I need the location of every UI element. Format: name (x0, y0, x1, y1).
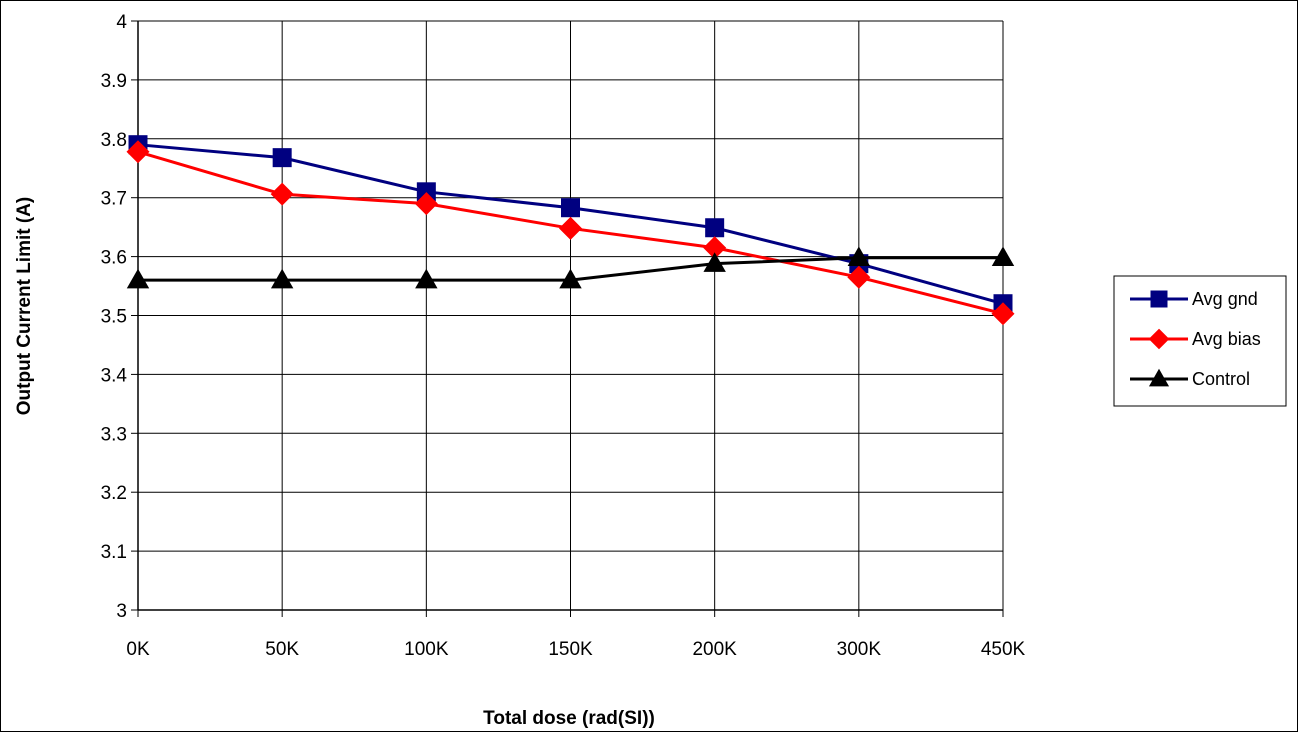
y-tick-label: 3.2 (101, 483, 127, 504)
legend-marker (1148, 328, 1170, 350)
data-point (415, 268, 438, 289)
data-point (703, 252, 726, 272)
legend-label: Avg bias (1192, 329, 1261, 349)
data-point (414, 192, 438, 216)
y-axis-title: Output Current Limit (A) (14, 197, 35, 415)
data-point (559, 268, 582, 289)
data-point (272, 148, 292, 168)
grid (137, 20, 1004, 611)
data-point (705, 218, 725, 238)
x-tick-label: 0K (126, 639, 150, 660)
y-tick-label: 3.3 (101, 424, 127, 445)
y-tick-label: 3.5 (101, 307, 127, 328)
y-axis-ticks: 3 3.1 3.2 3.3 3.4 3.5 3.6 3.7 3.8 3.9 4 (101, 12, 138, 622)
data-point (847, 246, 871, 267)
y-tick-label: 3.1 (101, 542, 127, 563)
legend-marker (1150, 290, 1168, 308)
y-tick-label: 3 (116, 601, 127, 622)
y-tick-label: 3.6 (101, 248, 127, 269)
x-tick-label: 100K (404, 639, 449, 660)
legend-marker (1148, 368, 1170, 387)
data-point (991, 246, 1015, 267)
y-tick-label: 4 (116, 12, 127, 33)
series-layer (126, 135, 1015, 326)
x-tick-label: 450K (981, 639, 1026, 660)
y-tick-label: 3.7 (101, 189, 127, 210)
x-tick-label: 150K (548, 639, 593, 660)
series-avg-bias (126, 140, 1015, 326)
data-point (991, 302, 1015, 326)
data-point (847, 265, 871, 289)
y-tick-label: 3.9 (101, 71, 127, 92)
data-point (558, 216, 583, 240)
y-tick-label: 3.4 (101, 365, 128, 386)
data-point (126, 140, 150, 164)
data-point (270, 268, 294, 289)
x-axis-ticks: 0K 50K 100K 150K 200K 300K 450K (126, 610, 1026, 660)
x-tick-label: 200K (692, 639, 737, 660)
legend-label: Avg gnd (1192, 289, 1258, 309)
x-axis-title: Total dose (rad(SI)) (483, 708, 655, 729)
legend-item: Avg bias (1130, 328, 1261, 350)
y-tick-label: 3.8 (101, 130, 127, 151)
legend-item: Control (1130, 368, 1250, 389)
legend-label: Control (1192, 369, 1250, 389)
series-control (126, 246, 1015, 289)
x-tick-label: 50K (265, 639, 299, 660)
legend-item: Avg gnd (1130, 289, 1258, 309)
data-point (126, 268, 150, 289)
x-tick-label: 300K (837, 639, 882, 660)
data-point (561, 198, 580, 218)
data-point (270, 182, 294, 206)
legend: Avg gnd Avg bias Control (1113, 275, 1287, 407)
